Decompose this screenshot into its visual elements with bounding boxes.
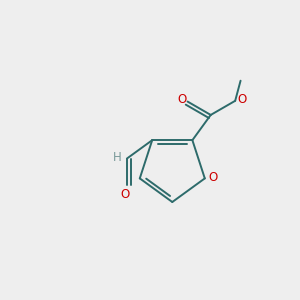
Text: O: O [238, 93, 247, 106]
Text: H: H [113, 151, 122, 164]
Text: O: O [120, 188, 129, 201]
Text: O: O [208, 171, 218, 184]
Text: O: O [178, 93, 187, 106]
